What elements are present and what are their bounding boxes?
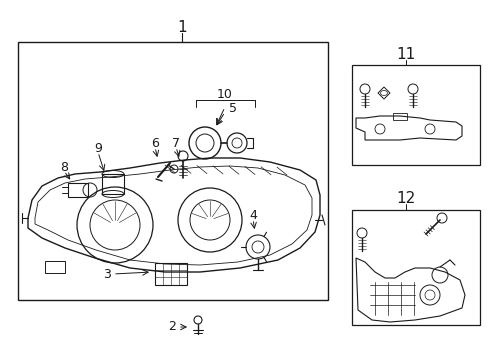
Text: 5: 5	[228, 102, 237, 114]
Bar	[155, 263, 186, 285]
Text: 11: 11	[396, 46, 415, 62]
Text: 12: 12	[396, 190, 415, 206]
Text: 7: 7	[172, 136, 180, 149]
Bar	[351, 65, 479, 165]
Text: 8: 8	[60, 161, 68, 174]
Text: 6: 6	[151, 136, 159, 149]
Bar	[102, 174, 124, 194]
Text: 4: 4	[248, 208, 256, 221]
Bar	[392, 113, 406, 120]
Text: 2: 2	[168, 320, 176, 333]
Text: 9: 9	[94, 141, 102, 154]
Bar	[68, 183, 88, 197]
Bar	[18, 42, 327, 300]
Text: 10: 10	[217, 87, 232, 100]
Text: 1: 1	[177, 19, 186, 35]
Text: 3: 3	[103, 267, 111, 280]
Bar	[45, 261, 65, 273]
Bar	[351, 210, 479, 325]
